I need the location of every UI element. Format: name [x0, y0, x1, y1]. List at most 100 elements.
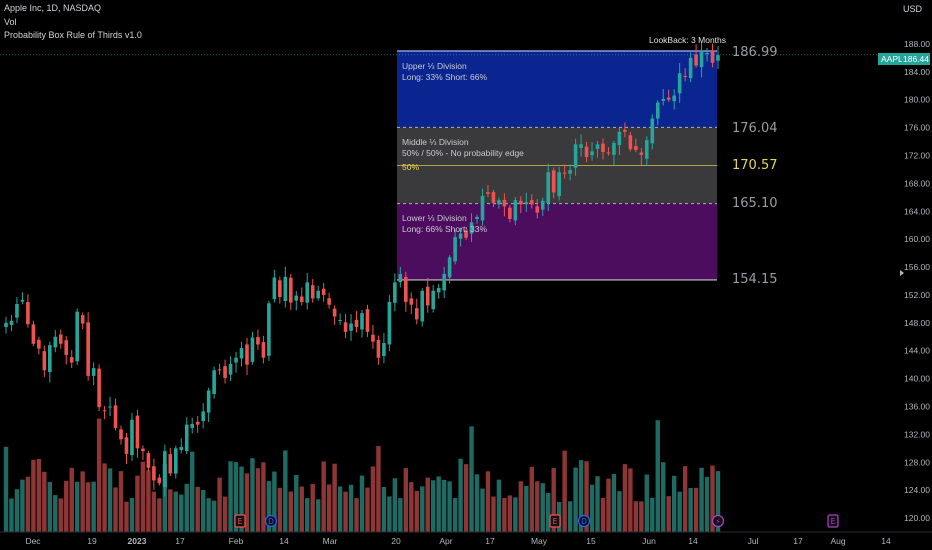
candle-body — [130, 419, 134, 456]
candle-body — [393, 282, 397, 303]
candle-body — [135, 415, 140, 449]
candle-body — [354, 319, 359, 328]
volume-bar — [403, 468, 409, 532]
y-tick-label: 184.00 — [904, 67, 930, 77]
volume-bar — [502, 497, 507, 532]
level-lower-third: 165.10 — [732, 196, 778, 211]
volume-bar — [611, 473, 617, 532]
volume-bar — [595, 476, 600, 532]
earnings-marker-icon — [827, 514, 839, 528]
time-axis[interactable]: Dec 19 2023 17 Feb 14 Mar 20 Apr 17 May 15 Jun 14 Jul 1… — [0, 531, 932, 546]
volume-bar — [710, 465, 715, 532]
event-marker-label: D — [268, 517, 274, 526]
symbol-title[interactable]: Apple Inc, 1D, NASDAQ — [4, 3, 102, 13]
candle-body — [601, 143, 605, 153]
candle-body — [502, 199, 507, 207]
candle-body — [645, 140, 649, 159]
candle-body — [672, 95, 676, 102]
volume-bar — [425, 477, 430, 532]
volume-bar — [513, 497, 518, 532]
currency-label[interactable]: USD — [902, 4, 922, 14]
candle-body — [173, 448, 178, 474]
candle-body — [404, 277, 408, 302]
volume-bar — [190, 451, 195, 532]
candle-body — [447, 257, 452, 278]
upper-division-text: Long: 33% Short: 66% — [402, 72, 488, 82]
volume-bar — [398, 498, 403, 532]
candle-body — [152, 466, 156, 481]
volume-bar — [485, 471, 491, 532]
dividend-marker-icon — [264, 514, 278, 528]
volume-bar — [85, 482, 91, 532]
price-axis[interactable]: 120.00 124.00 128.00 132.00 136.00 140.00 144.… — [900, 39, 930, 523]
volume-bar — [69, 467, 74, 532]
x-tick-label: 14 — [881, 536, 891, 546]
earnings-marker-icon — [549, 514, 561, 528]
x-tick-label: 20 — [391, 536, 401, 546]
candle-body — [141, 448, 145, 452]
candle-body — [371, 334, 375, 342]
candle-body — [628, 135, 633, 150]
event-marker-label: E — [553, 517, 558, 526]
volume-bar — [107, 468, 113, 532]
volume-bar — [75, 481, 80, 532]
volume-bar — [546, 492, 551, 532]
ticker-badge[interactable]: AAPL — [878, 53, 906, 65]
volume-bar — [20, 479, 25, 532]
candle-body — [272, 277, 277, 300]
volume-bar — [261, 462, 266, 532]
event-marker-label: E — [831, 517, 836, 526]
candle-body — [666, 97, 671, 100]
volume-bar — [151, 491, 157, 532]
candle-body — [53, 336, 58, 348]
candle-body — [683, 75, 687, 77]
volume-bar — [507, 495, 513, 532]
candle-body — [546, 172, 551, 204]
event-markers[interactable]: E D E D ⚡ E — [234, 514, 839, 528]
last-price-badge[interactable]: 186.44 — [902, 53, 930, 65]
fifty-percent-label: 50% — [402, 162, 420, 172]
candle-body — [245, 344, 249, 365]
volume-bar — [58, 498, 63, 532]
indicator-title[interactable]: Probability Box Rule of Thirds v1.0 — [4, 30, 142, 40]
candle-body — [283, 276, 288, 302]
candle-body — [4, 322, 8, 328]
volume-bar — [666, 496, 671, 532]
y-tick-label: 124.00 — [904, 485, 930, 495]
volume-bar — [639, 501, 644, 532]
volume-bar — [239, 466, 244, 532]
volume-bar — [321, 461, 326, 532]
volume-bar — [540, 483, 545, 532]
volume-bar — [200, 489, 206, 532]
candles — [4, 41, 720, 497]
level-upper-third: 176.04 — [732, 121, 778, 136]
y-tick-label: 160.00 — [904, 234, 930, 244]
volume-bar — [447, 481, 452, 532]
volume-bar — [551, 467, 556, 532]
x-tick-label: Apr — [439, 536, 452, 546]
candle-body — [234, 357, 238, 363]
x-tick-label: 19 — [87, 536, 97, 546]
candle-body — [623, 129, 627, 132]
x-tick-label: Feb — [229, 536, 244, 546]
lower-division-text: Long: 66% Short: 33% — [402, 224, 488, 234]
volume-bar — [299, 486, 304, 532]
candle-body — [332, 308, 337, 317]
candle-body — [206, 390, 211, 413]
candle-body — [705, 53, 709, 55]
candle-body — [261, 342, 266, 358]
candle-body — [382, 343, 386, 356]
volume-indicator-label[interactable]: Vol — [4, 17, 17, 27]
candle-body — [343, 322, 348, 332]
volume-bar — [567, 501, 573, 532]
candle-body — [31, 324, 36, 344]
candle-body — [91, 368, 96, 376]
volume-bar — [491, 496, 496, 532]
candle-body — [184, 424, 189, 452]
volume-bar — [233, 462, 239, 532]
volume-bar — [168, 489, 173, 532]
volume-bar — [622, 464, 628, 532]
volume-bar — [222, 496, 228, 532]
volume-bar — [266, 480, 272, 532]
